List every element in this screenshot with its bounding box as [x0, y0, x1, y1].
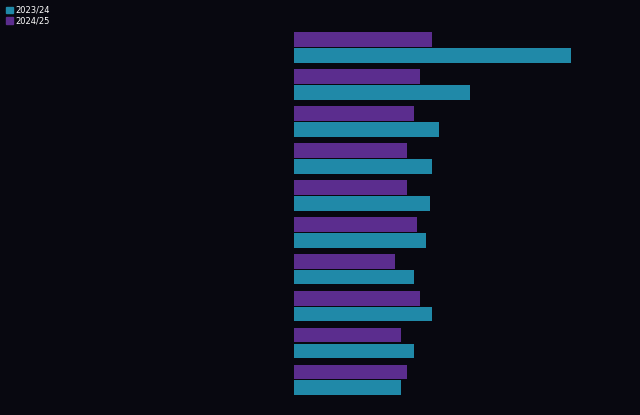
Bar	[294, 143, 408, 158]
Bar	[294, 159, 433, 173]
Bar	[294, 270, 413, 284]
Bar	[294, 254, 395, 269]
Bar	[294, 233, 426, 247]
Bar	[294, 381, 401, 395]
Bar	[294, 307, 433, 321]
Bar	[294, 180, 408, 195]
Bar	[294, 69, 420, 84]
Bar	[294, 85, 470, 100]
Bar	[294, 122, 439, 137]
Bar	[294, 365, 408, 379]
Bar	[294, 106, 413, 121]
Bar	[294, 344, 413, 358]
Bar	[294, 217, 417, 232]
Bar	[294, 48, 571, 63]
Bar	[294, 196, 430, 210]
Bar	[294, 328, 401, 342]
Legend: 2023/24, 2024/25: 2023/24, 2024/25	[4, 4, 51, 27]
Bar	[294, 32, 433, 47]
Bar	[294, 291, 420, 305]
